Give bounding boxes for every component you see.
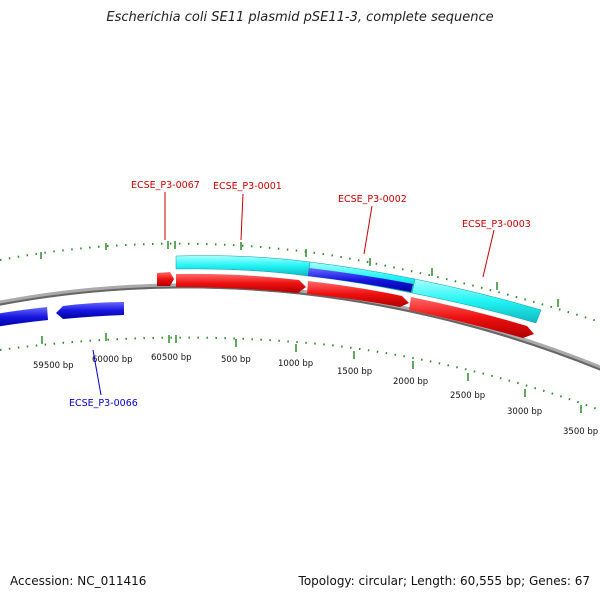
tick-label: 59500 bp bbox=[33, 361, 74, 371]
accession-label: Accession: NC_011416 bbox=[10, 574, 147, 588]
gene-label[interactable]: ECSE_P3-0002 bbox=[338, 194, 407, 205]
summary-label: Topology: circular; Length: 60,555 bp; G… bbox=[298, 574, 590, 588]
gene-labels: ECSE_P3-0067 ECSE_P3-0001 ECSE_P3-0002 E… bbox=[69, 180, 531, 409]
tick-label: 500 bp bbox=[221, 355, 251, 365]
gene-arc-cyan[interactable] bbox=[175, 255, 311, 277]
tick-label: 3000 bp bbox=[507, 407, 542, 417]
gene-arrow-forward[interactable] bbox=[157, 272, 174, 286]
gene-label[interactable]: ECSE_P3-0067 bbox=[131, 180, 200, 191]
tick-label: 2000 bp bbox=[393, 377, 428, 387]
gene-arrow-forward[interactable] bbox=[307, 281, 409, 307]
tick-label: 1500 bp bbox=[337, 367, 372, 377]
tick-label: 60500 bp bbox=[151, 353, 192, 363]
forward-gene-track bbox=[157, 272, 534, 338]
tick-labels: 59500 bp 60000 bp 60500 bp 500 bp 1000 b… bbox=[33, 353, 598, 437]
gene-label[interactable]: ECSE_P3-0066 bbox=[69, 398, 138, 409]
plasmid-backbone bbox=[0, 283, 600, 371]
gene-arc-blue-overlay[interactable] bbox=[308, 268, 413, 292]
gene-arrow-forward[interactable] bbox=[176, 273, 306, 293]
gene-label[interactable]: ECSE_P3-0001 bbox=[213, 181, 282, 192]
inner-tick-ring bbox=[0, 333, 600, 413]
gene-arrow-reverse[interactable] bbox=[0, 307, 48, 327]
gene-arc-cyan[interactable] bbox=[411, 278, 542, 324]
reverse-gene-track bbox=[0, 302, 124, 327]
map-title: Escherichia coli SE11 plasmid pSE11-3, c… bbox=[106, 10, 494, 25]
tick-label: 1000 bp bbox=[278, 359, 313, 369]
outer-tick-ring bbox=[0, 241, 600, 323]
tick-label: 3500 bp bbox=[563, 427, 598, 437]
cyan-gene-track bbox=[175, 255, 542, 324]
gene-arrow-reverse[interactable] bbox=[56, 302, 124, 319]
tick-label: 60000 bp bbox=[92, 355, 133, 365]
tick-label: 2500 bp bbox=[450, 391, 485, 401]
gene-label[interactable]: ECSE_P3-0003 bbox=[462, 219, 531, 230]
gene-arrow-forward[interactable] bbox=[409, 297, 534, 338]
